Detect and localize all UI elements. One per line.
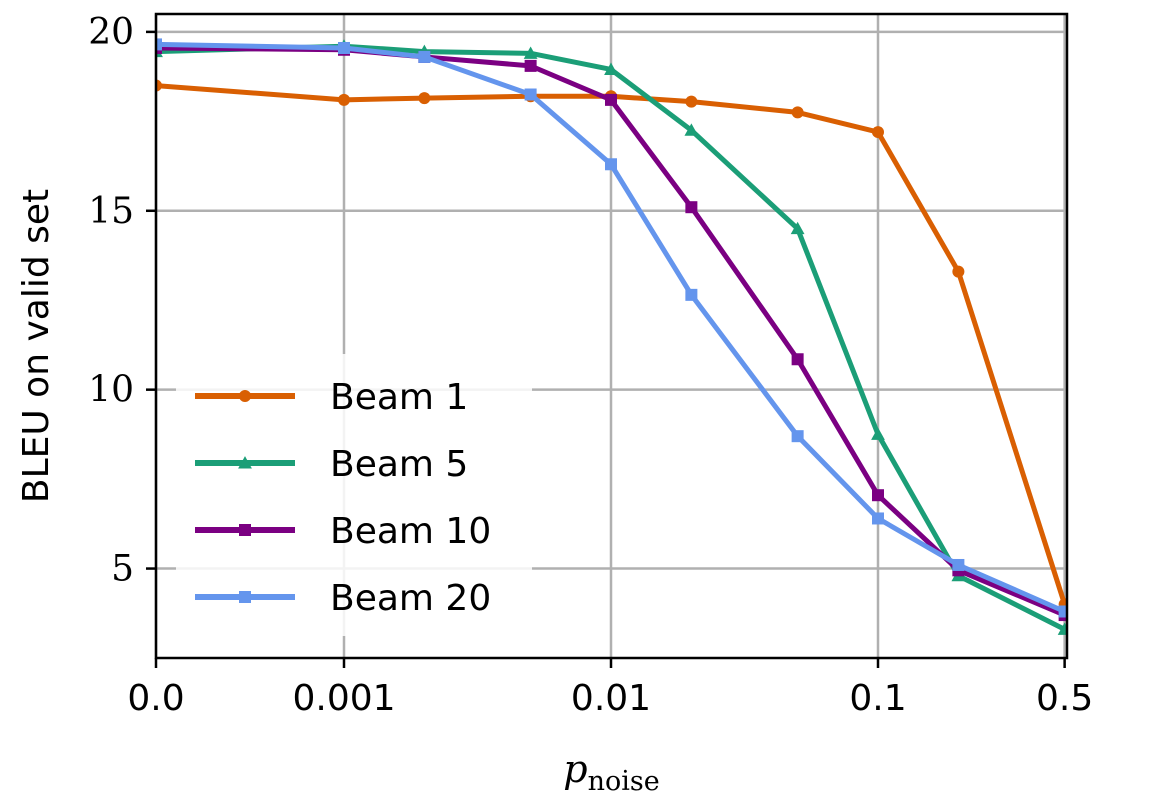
legend-label: Beam 5 — [330, 444, 468, 485]
y-axis-label: BLEU on valid set — [16, 189, 57, 503]
data-point — [952, 265, 965, 278]
x-axis-label-subscript: noise — [588, 766, 660, 797]
data-point — [156, 38, 162, 51]
data-point — [418, 92, 431, 105]
data-point — [418, 50, 431, 63]
data-point — [239, 390, 251, 402]
data-point — [238, 456, 252, 469]
data-point — [338, 93, 350, 106]
y-tick-label: 20 — [88, 12, 134, 53]
data-point — [605, 93, 617, 106]
data-point — [685, 288, 698, 301]
legend-item: Beam 10 — [195, 511, 491, 552]
data-point — [524, 59, 537, 72]
x-tick-label: 0.1 — [849, 678, 906, 719]
legend-item: Beam 5 — [195, 444, 468, 485]
data-point — [1057, 622, 1067, 635]
series-layer — [156, 38, 1067, 635]
x-tick-label: 0.5 — [1036, 678, 1093, 719]
data-point — [685, 95, 698, 108]
x-axis-label: pnoise — [563, 747, 659, 797]
axis-ticks: 0.0 0.001 0.01 0.1 0.5 5 10 15 20 — [88, 12, 1093, 719]
y-tick-label: 10 — [88, 370, 134, 411]
data-point — [790, 221, 805, 235]
legend-background — [176, 354, 532, 636]
series-line — [156, 43, 1067, 632]
legend-label: Beam 10 — [330, 511, 491, 552]
series-line — [156, 41, 1067, 614]
legend-label: Beam 1 — [330, 377, 468, 418]
data-point — [239, 524, 251, 536]
x-tick-label: 0.01 — [571, 678, 651, 719]
data-point — [791, 106, 804, 119]
data-point — [684, 123, 699, 136]
legend-item: Beam 20 — [195, 578, 491, 619]
data-point — [685, 201, 698, 214]
series-beam-20 — [156, 38, 1067, 618]
data-point — [338, 41, 350, 54]
legend-label: Beam 20 — [330, 578, 491, 619]
data-point — [872, 512, 884, 525]
data-point — [791, 430, 804, 443]
data-point — [523, 46, 538, 59]
x-tick-label: 0.0 — [127, 678, 184, 719]
x-tick-label: 0.001 — [292, 678, 395, 719]
x-axis-label-main: p — [563, 747, 587, 791]
data-point — [604, 62, 618, 75]
legend-item: Beam 1 — [195, 377, 468, 418]
data-point — [239, 591, 251, 603]
data-point — [791, 353, 804, 366]
data-point — [952, 558, 965, 571]
y-tick-label: 5 — [111, 549, 134, 590]
legend: Beam 1 Beam 5 Beam 10 Beam 20 — [176, 354, 532, 636]
data-point — [605, 158, 617, 171]
y-tick-label: 15 — [88, 191, 134, 232]
data-point — [1058, 605, 1067, 618]
data-point — [524, 88, 537, 101]
data-point — [872, 489, 884, 502]
data-point — [872, 126, 884, 139]
data-point — [871, 427, 885, 440]
data-point — [156, 79, 162, 92]
